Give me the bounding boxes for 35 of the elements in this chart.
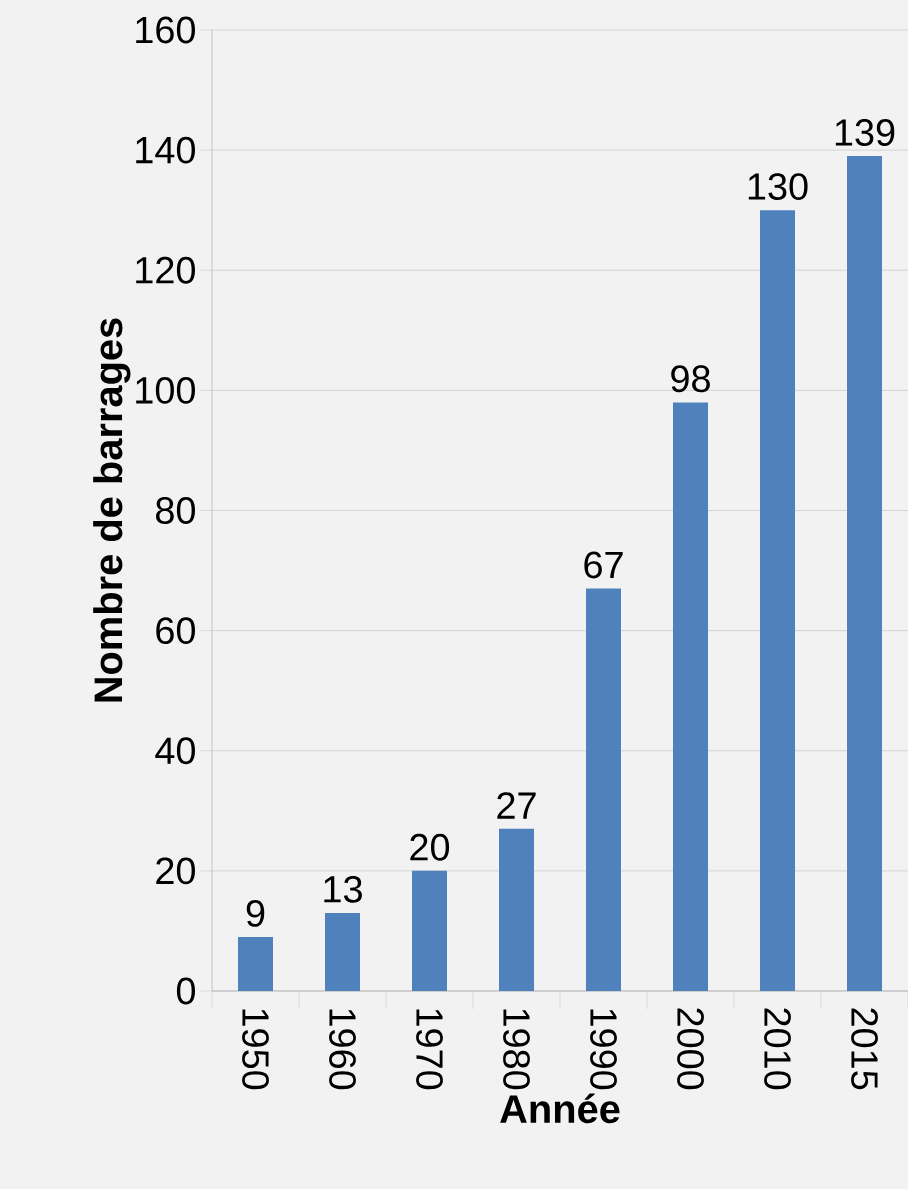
bar <box>324 912 360 991</box>
y-tick-label: 60 <box>156 617 195 645</box>
data-label: 9 <box>246 899 265 927</box>
x-tick-label: 2000 <box>677 1008 704 1090</box>
bar <box>672 402 708 991</box>
y-tick-label: 20 <box>156 857 195 885</box>
x-tick-label: 1970 <box>416 1009 443 1090</box>
y-tick-label: 140 <box>136 136 195 164</box>
data-label: 20 <box>410 833 449 861</box>
data-label: 13 <box>324 875 362 903</box>
bar <box>411 870 447 991</box>
y-tick-label: 0 <box>176 977 195 1005</box>
x-tick-label: 1960 <box>329 1009 356 1090</box>
y-tick-label: 100 <box>136 376 195 404</box>
bar <box>585 588 621 991</box>
data-label: 130 <box>748 173 808 200</box>
x-tick-label: 1990 <box>590 1009 617 1090</box>
x-tick-label: 2010 <box>764 1008 791 1090</box>
bar <box>498 828 534 991</box>
bar <box>846 156 882 991</box>
y-tick-label: 120 <box>136 256 195 284</box>
y-tick-label: 40 <box>155 737 195 765</box>
y-tick-label: 80 <box>155 497 195 524</box>
data-label: 67 <box>584 551 623 579</box>
bar <box>237 936 273 991</box>
bar <box>759 210 795 991</box>
y-tick-label: 160 <box>136 16 195 44</box>
data-label: 27 <box>497 792 536 819</box>
x-tick-label: 1980 <box>503 1009 530 1090</box>
data-label: 139 <box>835 119 895 146</box>
x-axis-title: Année <box>500 1093 620 1124</box>
x-tick-label: 1950 <box>242 1009 269 1090</box>
x-tick-label: 2015 <box>851 1008 878 1090</box>
data-label: 98 <box>671 365 710 393</box>
y-axis-title: Nombre de barrages <box>93 318 131 702</box>
